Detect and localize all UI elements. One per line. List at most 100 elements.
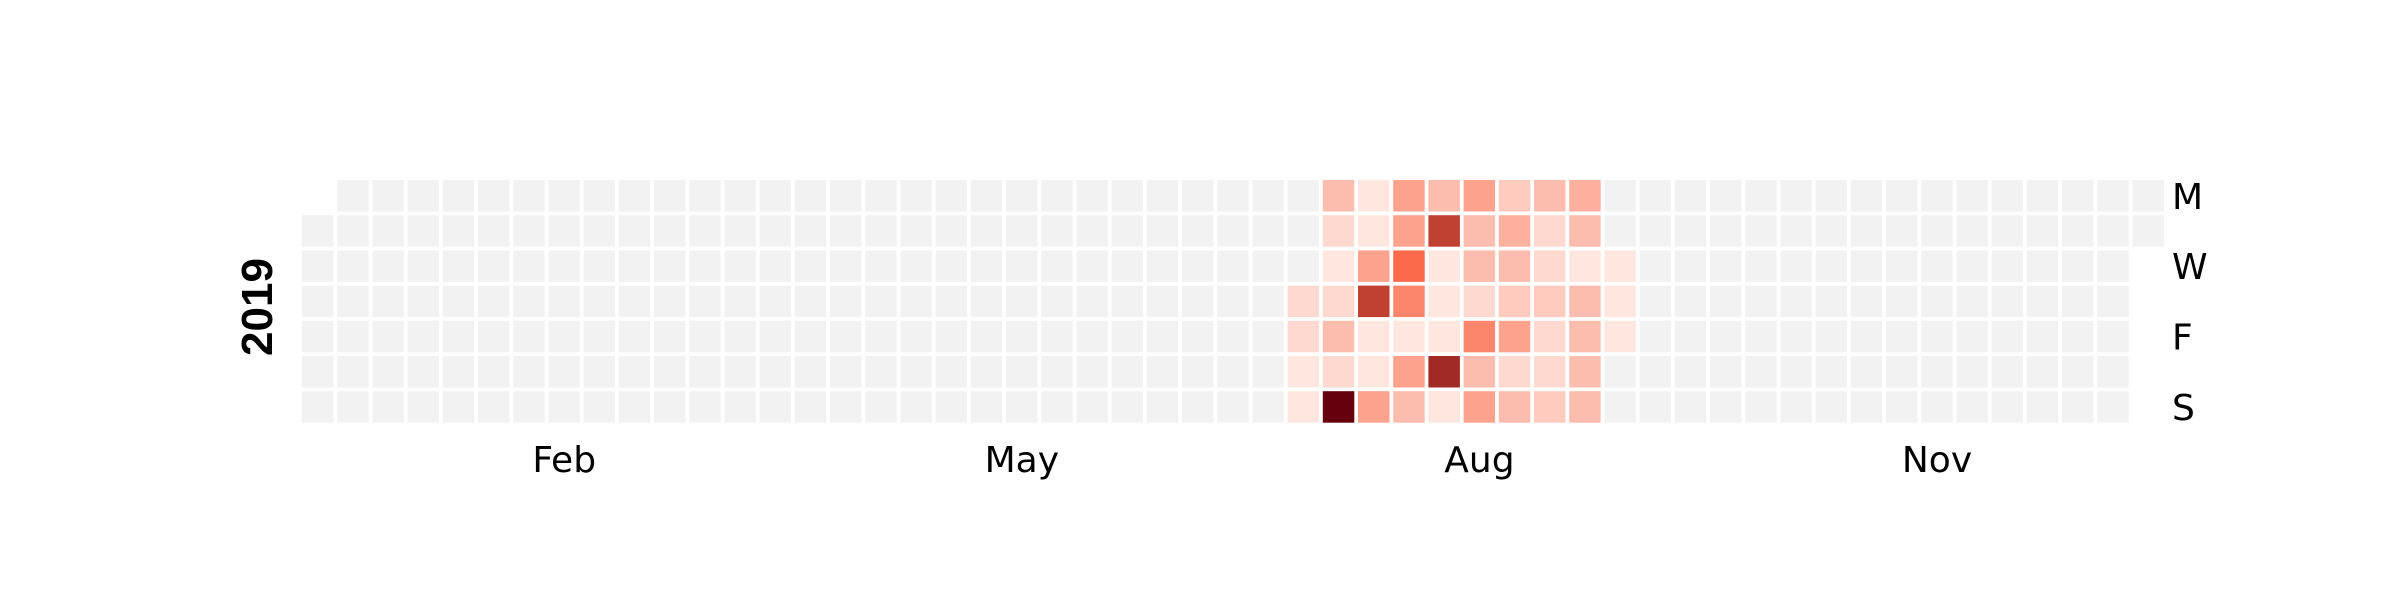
heatmap-cell bbox=[2062, 391, 2094, 423]
heatmap-cell bbox=[1358, 391, 1390, 423]
heatmap-cell bbox=[1182, 285, 1214, 318]
heatmap-cell bbox=[1710, 215, 1742, 247]
heatmap-cell bbox=[1287, 250, 1320, 282]
heatmap-cell bbox=[1710, 356, 1742, 388]
heatmap-cell bbox=[865, 250, 897, 282]
heatmap-cell bbox=[1182, 391, 1214, 423]
heatmap-cell bbox=[724, 215, 756, 247]
heatmap-cell bbox=[1358, 180, 1390, 212]
heatmap-cell bbox=[1710, 250, 1742, 282]
heatmap-cell bbox=[2062, 250, 2094, 282]
heatmap-cell bbox=[513, 250, 545, 282]
heatmap-cell bbox=[407, 180, 440, 212]
heatmap-cell bbox=[302, 215, 334, 247]
heatmap-cell bbox=[1076, 391, 1108, 423]
heatmap-cell bbox=[1639, 250, 1672, 282]
heatmap-cell bbox=[900, 356, 932, 388]
heatmap-cell bbox=[689, 391, 721, 423]
heatmap-cell bbox=[583, 356, 616, 388]
heatmap-cell bbox=[1322, 391, 1355, 423]
heatmap-cell bbox=[759, 180, 792, 212]
heatmap-cell bbox=[1182, 356, 1214, 388]
row-tick-label: F bbox=[2172, 318, 2193, 359]
heatmap-cell bbox=[1463, 320, 1496, 353]
heatmap-cell bbox=[442, 250, 475, 282]
heatmap-cell bbox=[513, 215, 545, 247]
heatmap-cell bbox=[548, 250, 580, 282]
heatmap-cell bbox=[1252, 250, 1284, 282]
heatmap-cell bbox=[794, 250, 827, 282]
heatmap-cell bbox=[1111, 391, 1144, 423]
heatmap-cell bbox=[548, 215, 580, 247]
row-tick-label: W bbox=[2172, 247, 2208, 288]
heatmap-cell bbox=[1146, 215, 1179, 247]
heatmap-cell bbox=[1358, 250, 1390, 282]
heatmap-cell bbox=[1991, 356, 2024, 388]
heatmap-cell bbox=[1674, 391, 1707, 423]
heatmap-cell bbox=[1463, 356, 1496, 388]
heatmap-cell bbox=[1780, 391, 1812, 423]
heatmap-cell bbox=[865, 215, 897, 247]
heatmap-cell bbox=[478, 356, 510, 388]
heatmap-cell bbox=[900, 320, 932, 353]
heatmap-cell bbox=[1921, 356, 1953, 388]
heatmap-cell bbox=[1569, 285, 1601, 318]
heatmap-cell bbox=[1991, 250, 2024, 282]
heatmap-cell bbox=[337, 215, 369, 247]
heatmap-cell bbox=[830, 391, 862, 423]
heatmap-cell bbox=[1604, 215, 1636, 247]
heatmap-cell bbox=[1146, 285, 1179, 318]
heatmap-cell bbox=[1991, 391, 2024, 423]
heatmap-cell bbox=[372, 180, 404, 212]
column-tick-label: Aug bbox=[1444, 440, 1514, 481]
heatmap-cell bbox=[1182, 320, 1214, 353]
heatmap-cell bbox=[1639, 180, 1672, 212]
heatmap-cell bbox=[759, 320, 792, 353]
heatmap-cell bbox=[794, 320, 827, 353]
heatmap-cell bbox=[1674, 215, 1707, 247]
heatmap-cell bbox=[1815, 285, 1848, 318]
column-tick-label: Feb bbox=[532, 440, 596, 481]
heatmap-cell bbox=[724, 320, 756, 353]
heatmap-cell bbox=[1146, 180, 1179, 212]
heatmap-cell bbox=[1217, 250, 1249, 282]
heatmap-cell bbox=[970, 250, 1003, 282]
heatmap-cell bbox=[1921, 250, 1953, 282]
heatmap-cell bbox=[794, 391, 827, 423]
heatmap-cell bbox=[2097, 215, 2129, 247]
heatmap-cell bbox=[1041, 285, 1073, 318]
heatmap-cell bbox=[1182, 215, 1214, 247]
heatmap-cell bbox=[1886, 250, 1918, 282]
heatmap-cell bbox=[759, 250, 792, 282]
heatmap-cell bbox=[583, 391, 616, 423]
heatmap-cell bbox=[1006, 180, 1038, 212]
heatmap-cell bbox=[2026, 215, 2059, 247]
heatmap-cell bbox=[407, 215, 440, 247]
heatmap-cell bbox=[1217, 356, 1249, 388]
heatmap-cell bbox=[759, 215, 792, 247]
heatmap-cell bbox=[618, 215, 651, 247]
heatmap-cell bbox=[970, 285, 1003, 318]
heatmap-cell bbox=[1921, 391, 1953, 423]
heatmap-cell bbox=[1252, 356, 1284, 388]
heatmap-cell bbox=[1006, 285, 1038, 318]
heatmap-cell bbox=[1076, 356, 1108, 388]
heatmap-cell bbox=[1780, 320, 1812, 353]
heatmap-cell bbox=[1745, 250, 1777, 282]
heatmap-cell bbox=[1780, 356, 1812, 388]
heatmap-cell bbox=[2026, 285, 2059, 318]
heatmap-cell bbox=[724, 391, 756, 423]
heatmap-cell bbox=[970, 215, 1003, 247]
heatmap-cell bbox=[654, 180, 686, 212]
heatmap-cell bbox=[442, 320, 475, 353]
heatmap-cell bbox=[830, 250, 862, 282]
heatmap-cell bbox=[442, 285, 475, 318]
heatmap-cell bbox=[302, 391, 334, 423]
heatmap-cell bbox=[1006, 391, 1038, 423]
heatmap-cell bbox=[1111, 215, 1144, 247]
heatmap-cell bbox=[1815, 356, 1848, 388]
heatmap-cell bbox=[1217, 391, 1249, 423]
heatmap-cell bbox=[794, 215, 827, 247]
heatmap-cell bbox=[1463, 391, 1496, 423]
